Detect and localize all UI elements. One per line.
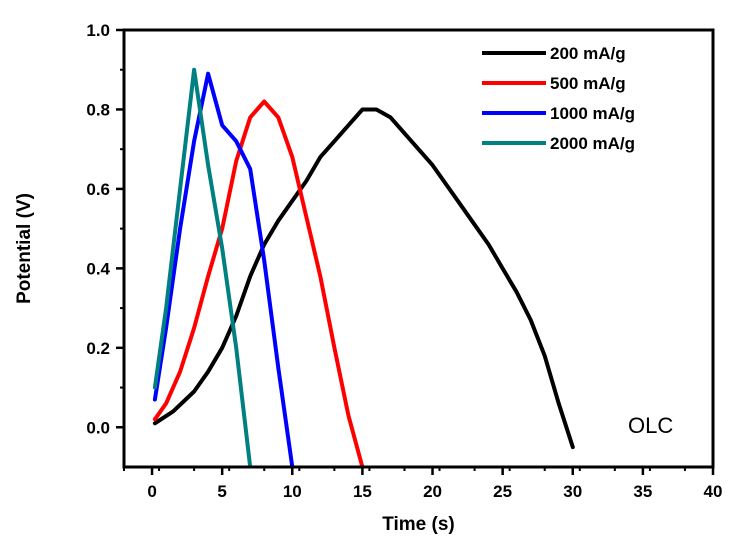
- chart-annotation: OLC: [628, 413, 673, 438]
- axis-ticks: 0 5 10 15 20 25 30 35 40 0.0 0.2 0.4 0.6 0.8 1.0: [86, 21, 722, 501]
- x-tick-label: 5: [217, 482, 226, 501]
- x-tick-label: 40: [704, 482, 723, 501]
- series-layer: [152, 67, 575, 467]
- y-tick-label: 0.6: [86, 180, 110, 199]
- x-axis-title: Time (s): [382, 514, 455, 535]
- legend-label-0: 200 mA/g: [550, 44, 626, 63]
- x-tick-label: 0: [147, 482, 156, 501]
- series-line-2: [152, 71, 295, 467]
- x-tick-label: 30: [563, 482, 582, 501]
- legend-label-3: 2000 mA/g: [550, 134, 635, 153]
- series-line-3: [152, 67, 253, 467]
- series-line-1: [152, 99, 365, 467]
- x-tick-label: 10: [283, 482, 302, 501]
- legend-label-1: 500 mA/g: [550, 74, 626, 93]
- y-tick-label: 0.0: [86, 418, 110, 437]
- x-tick-label: 35: [633, 482, 652, 501]
- plot-area-frame: [122, 28, 715, 469]
- legend-label-2: 1000 mA/g: [550, 104, 635, 123]
- x-tick-label: 25: [493, 482, 512, 501]
- y-tick-label: 0.2: [86, 339, 110, 358]
- y-axis-title: Potential (V): [14, 193, 35, 304]
- y-tick-label: 0.8: [86, 100, 110, 119]
- y-tick-label: 1.0: [86, 21, 110, 40]
- x-tick-label: 20: [423, 482, 442, 501]
- legend: 200 mA/g 500 mA/g 1000 mA/g 2000 mA/g: [482, 44, 635, 153]
- x-tick-label: 15: [353, 482, 372, 501]
- y-tick-label: 0.4: [86, 259, 110, 278]
